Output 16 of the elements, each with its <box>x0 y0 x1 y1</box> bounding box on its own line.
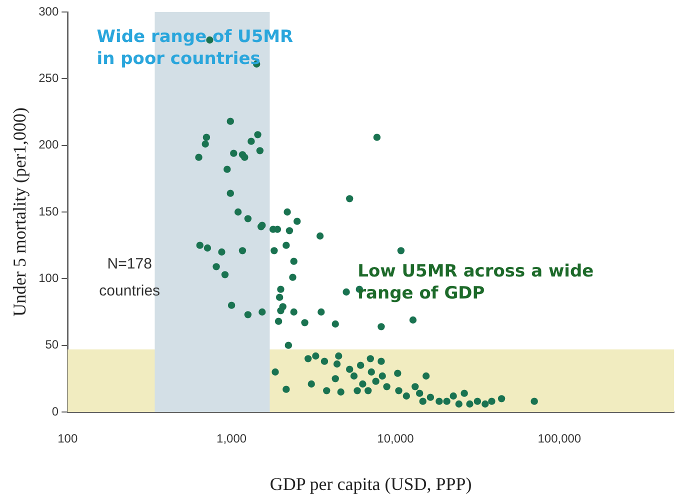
y-tick-label: 150 <box>38 204 59 218</box>
x-tick-label: 10,000 <box>377 432 414 446</box>
x-axis-title: GDP per capita (USD, PPP) <box>270 474 472 494</box>
y-axis-title: Under 5 mortality (per1,000) <box>10 108 30 316</box>
y-tick-label: 50 <box>45 338 59 352</box>
x-tick-label: 100,000 <box>538 432 582 446</box>
annotation: N=178 countries <box>99 256 160 300</box>
y-tick-label: 100 <box>38 270 59 285</box>
y-tick-label: 250 <box>38 70 59 85</box>
x-tick-label: 1,000 <box>216 432 247 446</box>
band-label: Wide range of U5MR in poor countries <box>96 26 294 69</box>
y-tick-label: 200 <box>38 138 59 152</box>
x-tick-label: 100 <box>58 432 78 446</box>
band-label: Low U5MR across a wide range of GDP <box>358 261 594 304</box>
y-tick-label: 0 <box>52 404 59 418</box>
y-tick-label: 300 <box>38 4 59 18</box>
